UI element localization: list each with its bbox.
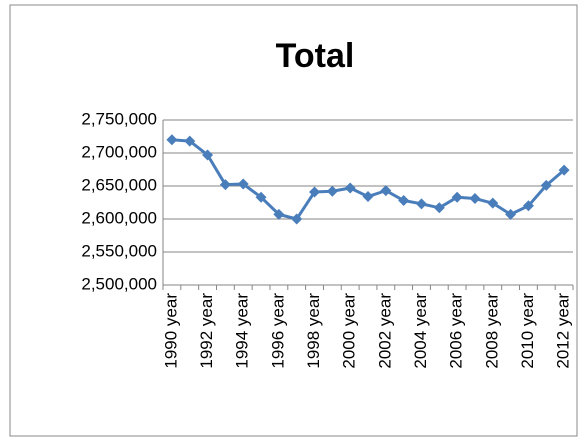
- x-tick-label: 1992 year: [197, 293, 216, 369]
- marker: [522, 200, 534, 212]
- marker: [309, 186, 321, 198]
- marker: [469, 193, 481, 205]
- y-tick-label: 2,700,000: [81, 142, 157, 161]
- marker: [487, 197, 499, 209]
- marker: [344, 182, 356, 194]
- x-tick-label: 2008 year: [482, 293, 501, 369]
- y-tick-label: 2,500,000: [81, 274, 157, 293]
- marker: [184, 135, 196, 147]
- marker: [291, 213, 303, 225]
- marker: [415, 198, 427, 210]
- marker: [255, 191, 267, 203]
- y-tick-label: 2,600,000: [81, 208, 157, 227]
- marker: [558, 164, 570, 176]
- marker: [451, 191, 463, 203]
- x-tick-label: 1994 year: [233, 293, 252, 369]
- marker: [166, 134, 178, 146]
- y-tick-label: 2,650,000: [81, 175, 157, 194]
- marker: [273, 208, 285, 220]
- marker: [237, 178, 249, 190]
- chart-title: Total: [276, 37, 355, 75]
- marker: [219, 179, 231, 191]
- marker: [540, 179, 552, 191]
- marker: [326, 185, 338, 197]
- marker: [380, 185, 392, 197]
- x-tick-label: 2010 year: [518, 293, 537, 369]
- x-tick-label: 2000 year: [340, 293, 359, 369]
- x-tick-label: 1996 year: [268, 293, 287, 369]
- marker: [505, 208, 517, 220]
- marker: [202, 149, 214, 161]
- x-tick-label: 1998 year: [304, 293, 323, 369]
- x-tick-label: 1990 year: [161, 293, 180, 369]
- y-tick-label: 2,550,000: [81, 241, 157, 260]
- x-tick-label: 2002 year: [375, 293, 394, 369]
- x-tick-label: 2012 year: [554, 293, 573, 369]
- marker: [398, 195, 410, 207]
- marker: [433, 202, 445, 214]
- marker: [362, 191, 374, 203]
- y-tick-label: 2,750,000: [81, 109, 157, 128]
- x-tick-label: 2004 year: [411, 293, 430, 369]
- x-tick-label: 2006 year: [447, 293, 466, 369]
